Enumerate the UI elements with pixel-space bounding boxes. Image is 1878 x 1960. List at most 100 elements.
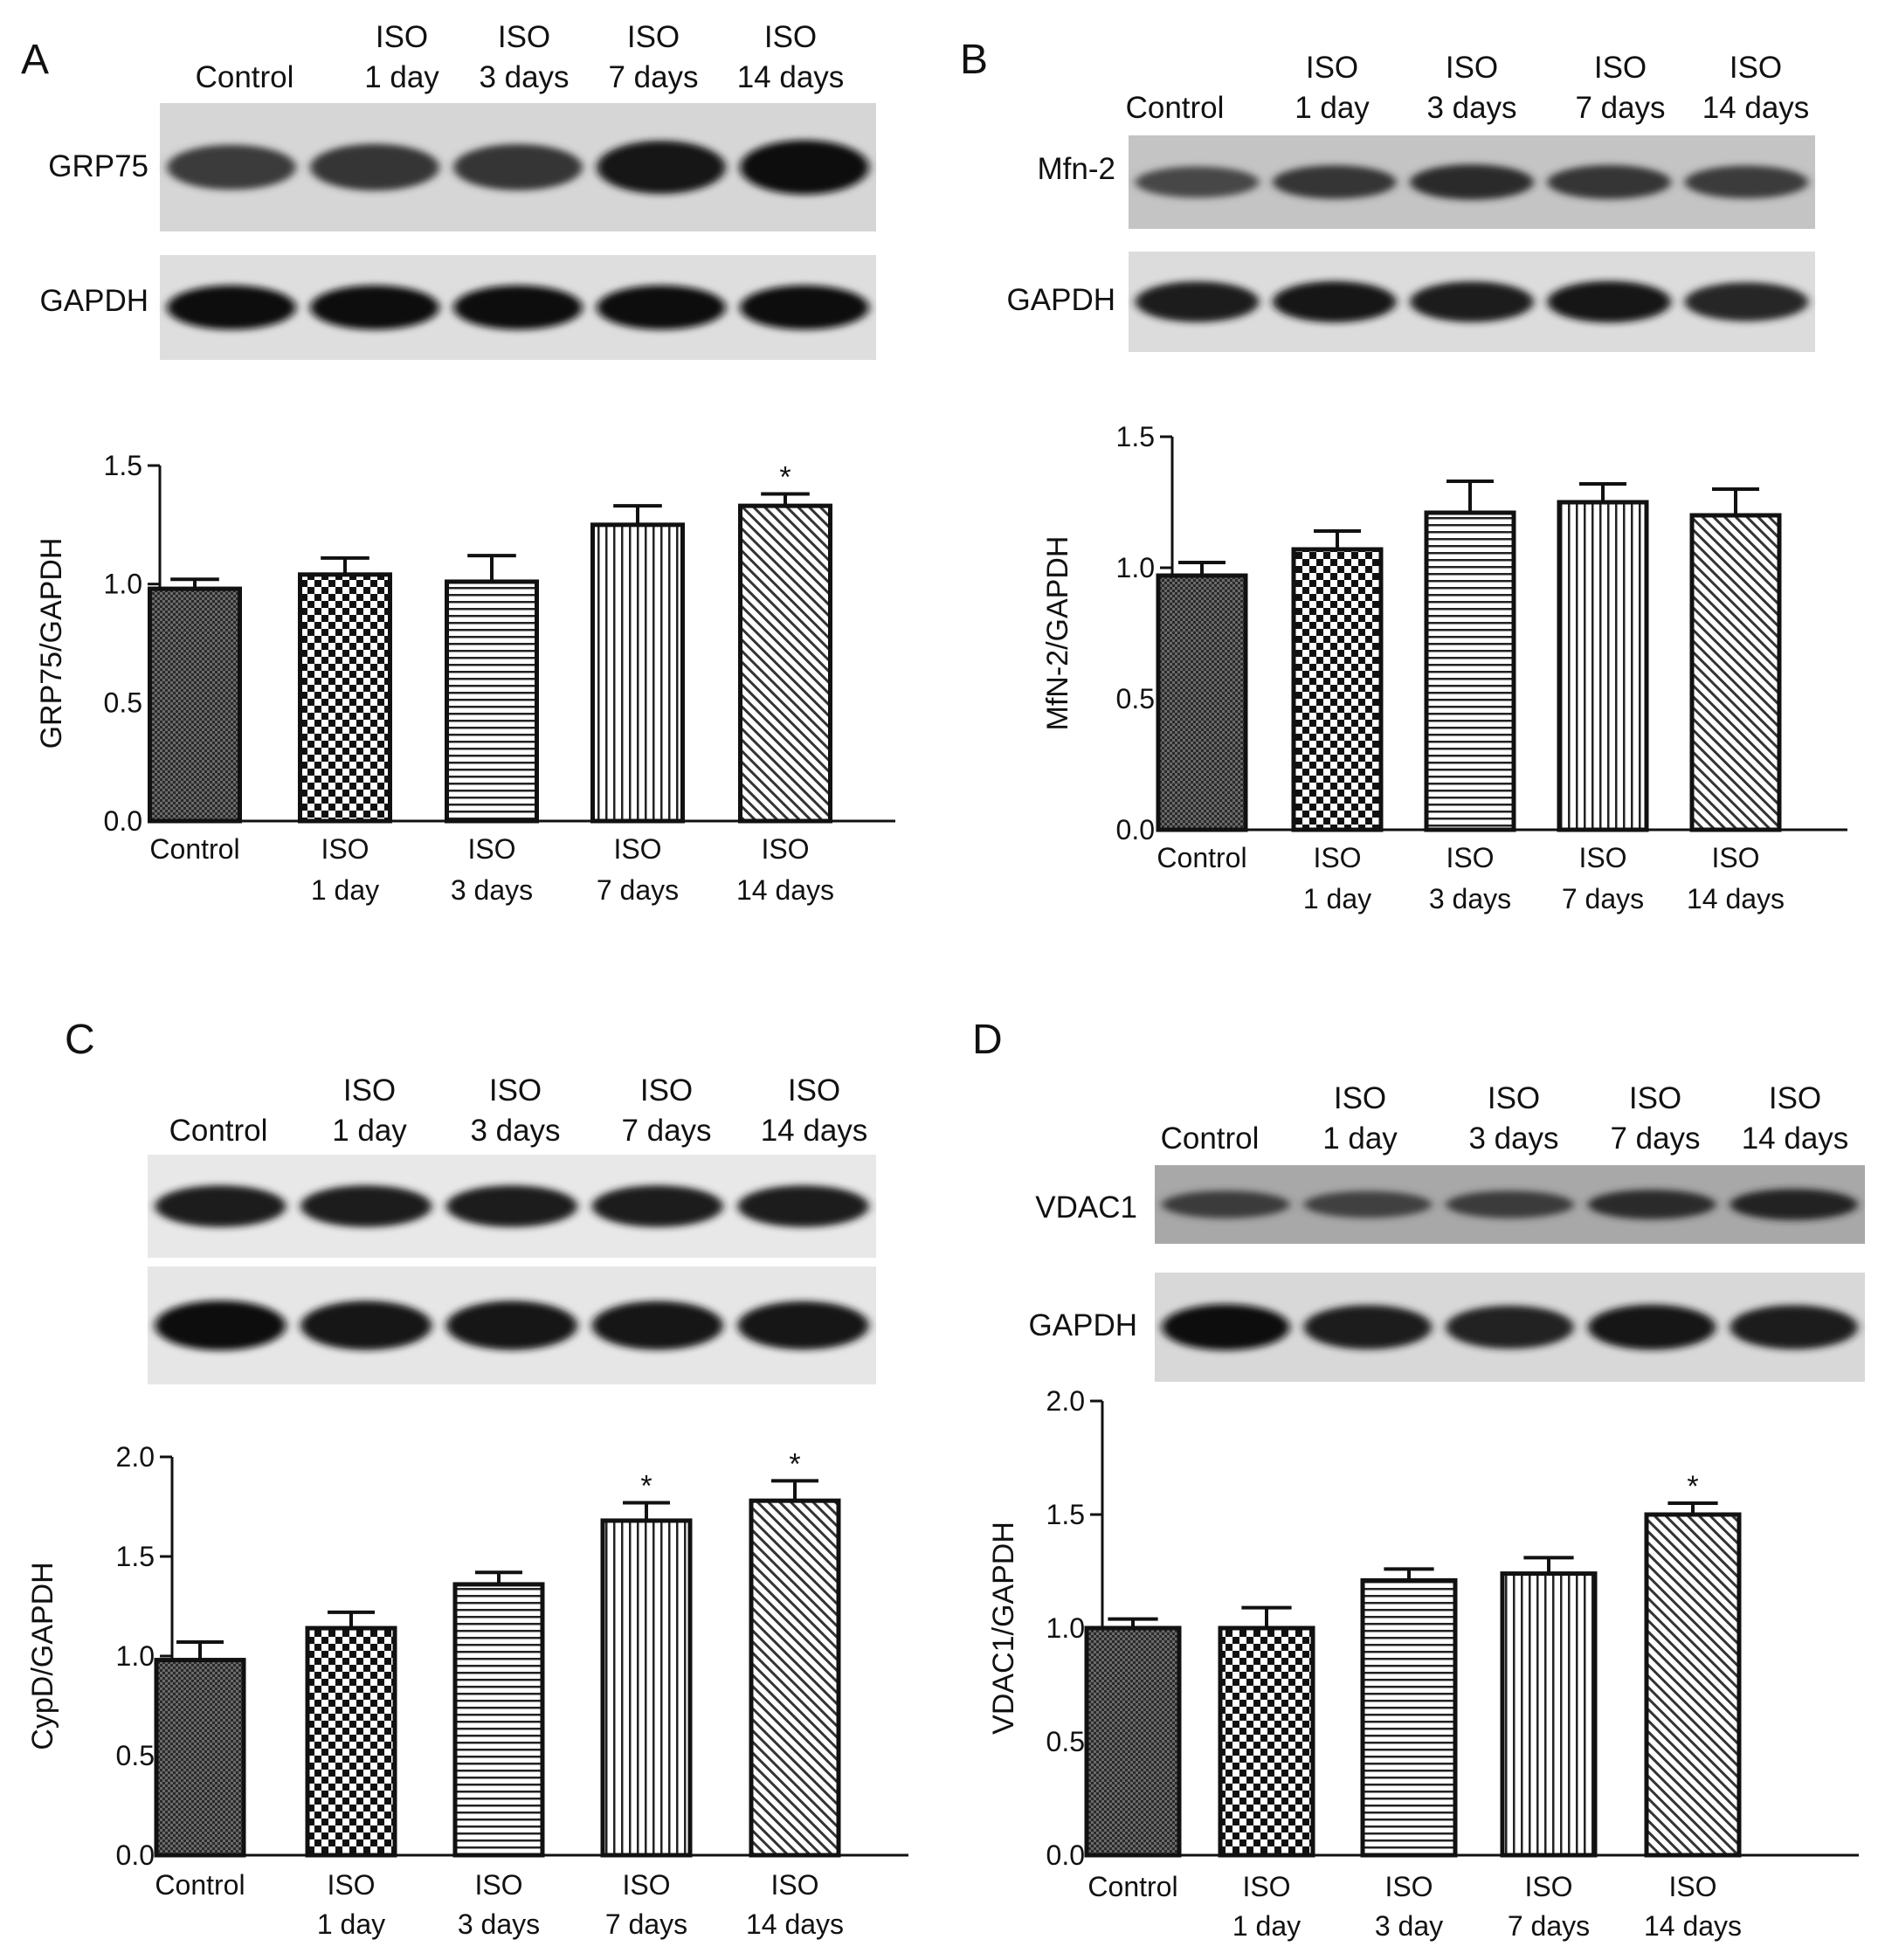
blot-band [167,285,296,330]
x-tick-label: ISO 1 day [1303,842,1371,914]
y-tick-label: 1.5 [104,450,142,481]
lane-label: ISO 7 days [621,1073,711,1148]
lane-label: ISO 1 day [1295,51,1370,125]
blot-band [453,144,583,190]
blot-band [1730,1189,1858,1220]
x-tick-label: Control [155,1869,245,1901]
bar [1500,1571,1598,1858]
blot-grp75 [160,103,876,231]
y-tick-label: 0.0 [116,1839,155,1871]
lane-label: ISO 7 days [1575,51,1665,125]
bar [1218,1625,1315,1858]
bar [590,522,685,824]
blot-band [591,1185,723,1227]
blot-band [1446,1190,1574,1218]
lane-label: ISO 1 day [332,1073,407,1148]
blot-band [1273,280,1397,323]
blot-vdac1 [1155,1165,1865,1244]
panel-letter: C [65,1017,95,1063]
blot-band [167,144,296,190]
lane-label: Control [1126,91,1225,125]
blot-band [1162,1304,1290,1350]
blot-band [1273,165,1397,199]
lane-label: ISO 14 days [761,1073,868,1148]
lane-label: ISO 14 days [737,20,845,94]
y-axis-title: CypD/GAPDH [26,1562,59,1750]
x-tick-label: ISO 1 day [311,833,379,906]
significance-mark: * [789,1447,800,1480]
lane-label: ISO 3 days [470,1073,560,1148]
blot-band [1587,1304,1716,1350]
blot-band [310,143,439,191]
blot-band [1410,281,1534,322]
x-tick-label: ISO 3 days [458,1869,540,1940]
blot-band [740,140,869,195]
panel-b-figure: B Control ISO 1 day ISO 3 days ISO 7 days ISO 14 … [960,37,1847,914]
x-tick-label: ISO 14 days [1687,842,1785,914]
x-tick-label: ISO 1 day [1232,1871,1301,1942]
x-tick-label: ISO 7 days [597,833,679,906]
blot-label: Mfn-2 [1038,152,1115,186]
blot-band [1446,1305,1574,1349]
blot-band [1303,1305,1433,1349]
bar [1156,573,1248,832]
y-axis-title: GRP75/GAPDH [35,538,68,749]
y-axis-title: MfN-2/GAPDH [1041,536,1074,731]
lane-label: ISO 7 days [608,20,698,94]
bar [452,1582,545,1858]
blot-band [1587,1189,1716,1220]
y-tick-label: 0.5 [1046,1726,1085,1757]
y-tick-label: 0.5 [116,1740,155,1771]
blot-band [740,285,869,330]
x-tick-label: ISO 7 days [1562,842,1644,914]
y-tick-label: 1.0 [1116,552,1155,583]
y-tick-label: 0.0 [104,805,142,837]
y-tick-label: 0.5 [1116,683,1155,714]
y-tick-label: 0.5 [104,687,142,718]
panel-a: A Control ISO 1 day ISO 3 days ISO 7 days ISO 14 … [0,0,939,980]
panel-letter: B [960,37,988,83]
bar [298,572,392,824]
blot-label: VDAC1 [1035,1190,1137,1225]
blot-band [300,1185,432,1227]
bar [154,1658,246,1858]
blot-strip-2 [148,1266,876,1384]
blot-label: GAPDH [1029,1308,1137,1342]
bar [305,1625,397,1858]
blot-band [597,285,726,330]
x-tick-label: ISO 14 days [746,1869,844,1940]
blot-band [155,1300,287,1351]
bar [1084,1625,1182,1858]
blot-band [1410,164,1534,200]
bar [1644,1512,1742,1858]
bar [1424,510,1516,832]
blot-label: GAPDH [40,284,148,318]
bar [1291,547,1384,832]
y-tick-label: 0.0 [1116,814,1155,845]
blot-mfn-2 [1129,135,1815,229]
blot-band [1135,166,1260,198]
y-tick-label: 2.0 [116,1441,155,1473]
blot-band [300,1301,432,1350]
bar [148,586,242,824]
blot-band [1162,1190,1290,1218]
blot-label: GRP75 [48,149,148,183]
panel-d: D Control ISO 1 day ISO 3 days ISO 7 days ISO 14 … [939,980,1878,1960]
blot-band [737,1301,869,1350]
y-tick-label: 2.0 [1046,1385,1085,1417]
bar [1360,1577,1458,1858]
bar-chart: 0.0 0.5 1.0 1.5 2.0 CypD/GAPDH Control ISO 1 day… [26,1441,908,1940]
x-tick-label: ISO 14 days [1644,1871,1742,1942]
significance-mark: * [1687,1470,1698,1503]
blot-strip-1 [148,1155,876,1258]
significance-mark: * [779,461,791,494]
lane-label: Control [1161,1121,1260,1156]
blot-gapdh [160,255,876,360]
x-tick-label: ISO 7 days [1508,1871,1590,1942]
y-axis-title: VDAC1/GAPDH [987,1522,1020,1735]
panel-c: C Control ISO 1 day ISO 3 days ISO 7 days ISO 14 … [0,980,939,1960]
bar [738,503,832,824]
blot-gapdh [1155,1273,1865,1382]
panel-b: B Control ISO 1 day ISO 3 days ISO 7 days ISO 14 … [939,0,1878,980]
bar-chart: 0.0 0.5 1.0 1.5 GRP75/GAPDH Control ISO 1 day IS… [35,450,895,906]
